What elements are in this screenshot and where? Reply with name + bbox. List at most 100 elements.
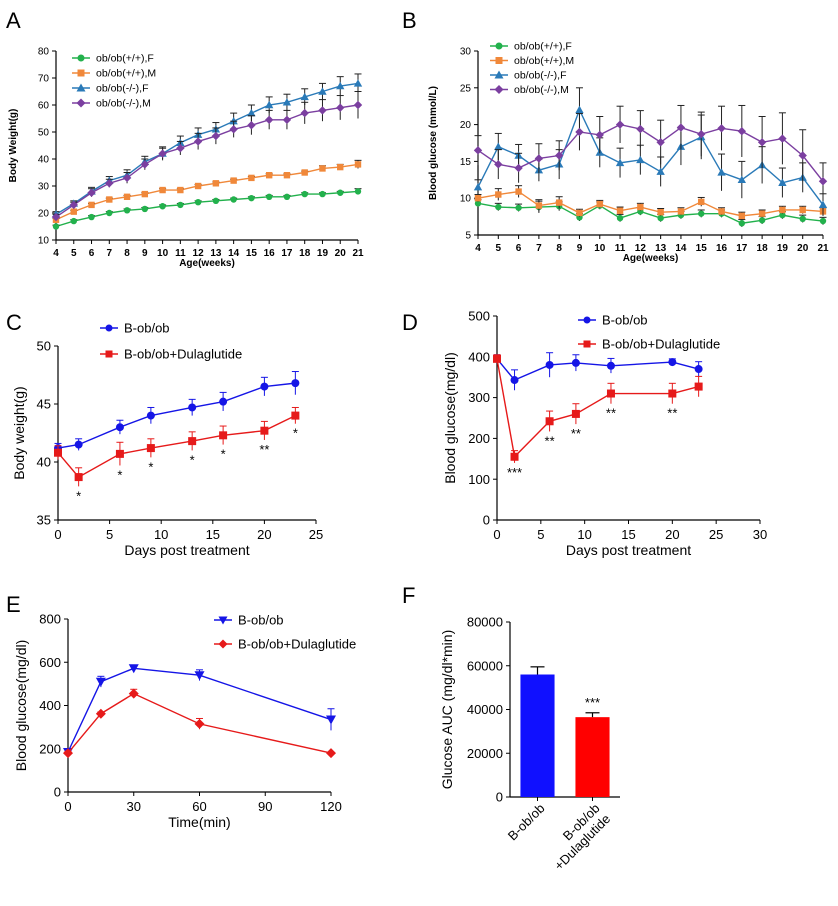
data-point (318, 87, 327, 95)
series-line (55, 104, 359, 218)
legend: ob/ob(+/+),F ob/ob(+/+),M ob/ob(-/-),F ob/o… (490, 41, 574, 96)
x-tick-label: 21 (817, 243, 829, 254)
data-point (141, 205, 149, 213)
y-tick-label: 100 (468, 472, 490, 487)
data-point (128, 664, 139, 674)
x-axis-label: Age(weeks) (623, 253, 679, 264)
data-point (122, 173, 132, 183)
data-point (636, 155, 645, 164)
y-tick-label: 70 (38, 74, 50, 85)
data-point (194, 182, 202, 190)
data-point (87, 188, 96, 197)
data-point (51, 212, 61, 222)
data-point (657, 208, 664, 216)
y-tick-label: 300 (468, 390, 490, 405)
data-point (571, 358, 580, 367)
x-tick-label: 12 (193, 248, 205, 259)
significance-label: * (190, 452, 195, 467)
data-point (177, 201, 184, 209)
data-point (473, 182, 483, 191)
data-point (105, 179, 114, 188)
significance-label: * (221, 447, 226, 462)
data-point (514, 163, 523, 173)
data-point (193, 137, 203, 146)
y-tick-label: 40 (37, 455, 51, 470)
data-point (778, 178, 787, 186)
x-tick-label: 20 (665, 527, 679, 542)
bar (575, 717, 610, 797)
panel-letter: F (402, 583, 415, 608)
data-point (70, 208, 77, 215)
y-tick-label: 5 (465, 231, 471, 242)
data-point (676, 123, 686, 132)
x-tick-label: 5 (71, 248, 77, 259)
y-tick-label: 0 (54, 785, 61, 800)
data-point (336, 81, 345, 90)
data-point (212, 180, 220, 187)
significance-label: ** (667, 406, 677, 421)
data-point (54, 448, 62, 457)
data-point (354, 188, 362, 195)
legend-label: B-ob/ob+Dulaglutide (602, 337, 720, 352)
data-point (615, 120, 625, 129)
data-point (88, 201, 95, 209)
y-tick-label: 600 (39, 655, 61, 670)
legend-label: ob/ob(+/+),F (96, 53, 154, 65)
series-line (477, 190, 824, 217)
data-point (128, 688, 139, 699)
x-tick-label: 15 (696, 243, 708, 254)
data-point (615, 158, 625, 167)
series-line (57, 414, 296, 478)
data-point (494, 142, 503, 150)
data-point (123, 207, 131, 214)
y-tick-label: 50 (37, 339, 51, 354)
significance-label: ** (571, 426, 581, 441)
x-tick-label: 15 (246, 248, 258, 259)
data-point (52, 223, 60, 230)
data-point (698, 210, 705, 217)
data-point (534, 154, 544, 163)
y-tick-label: 80 (38, 47, 50, 58)
x-tick-label: 20 (257, 527, 271, 542)
data-point (159, 186, 166, 194)
data-point (474, 195, 482, 202)
x-tick-label: 20 (335, 248, 347, 259)
y-tick-label: 60 (38, 101, 50, 112)
y-tick-label: 0 (483, 513, 490, 528)
x-tick-label: B-ob/ob+Dulaglutide (541, 801, 614, 874)
data-point (70, 217, 77, 225)
panel-letter: A (6, 8, 21, 33)
y-tick-label: 20 (460, 120, 472, 131)
legend-label: B-ob/ob (124, 321, 170, 336)
data-point (260, 426, 269, 435)
x-tick-label: 18 (299, 248, 311, 259)
data-point (636, 124, 645, 134)
y-tick-label: 35 (37, 513, 51, 528)
y-tick-label: 30 (460, 47, 472, 58)
data-point (510, 376, 519, 385)
data-point (799, 215, 806, 223)
y-tick-label: 50 (38, 128, 50, 139)
data-point (264, 100, 274, 109)
data-point (300, 108, 309, 118)
data-point (737, 175, 747, 183)
legend-marker (494, 70, 504, 79)
data-point (354, 161, 362, 168)
x-tick-label: 20 (797, 243, 809, 254)
bar (520, 674, 555, 797)
legend: B-ob/ob B-ob/ob+Dulaglutide (578, 313, 720, 352)
x-tick-label: 9 (577, 243, 583, 254)
x-tick-label: 120 (320, 799, 342, 814)
data-point (698, 198, 705, 206)
data-point (188, 403, 197, 412)
y-tick-label: 400 (468, 349, 490, 364)
x-tick-label: 4 (475, 243, 481, 254)
legend-marker (105, 350, 113, 358)
data-point (283, 172, 291, 179)
legend-marker (583, 316, 591, 324)
y-axis-label: Body Weight(g) (8, 109, 19, 183)
legend-marker (77, 69, 85, 77)
x-tick-label: B-ob/ob (505, 801, 548, 844)
data-point (738, 220, 746, 227)
